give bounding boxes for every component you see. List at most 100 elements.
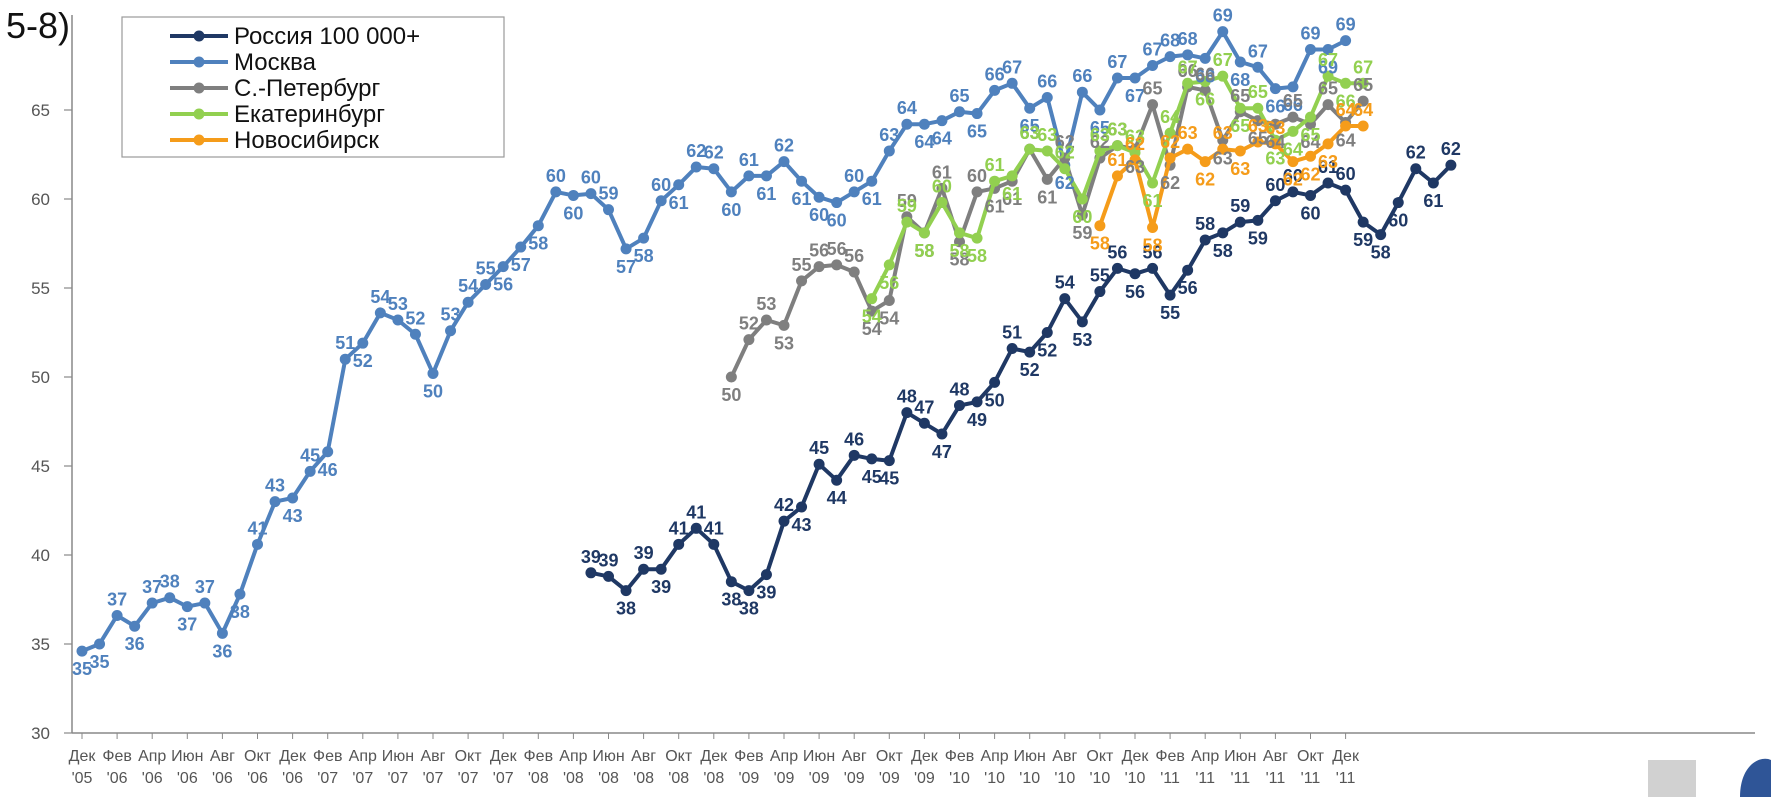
legend-item: Россия 100 000+ — [170, 23, 420, 50]
data-label: 59 — [598, 184, 618, 204]
data-point — [796, 501, 808, 513]
data-point — [708, 163, 720, 175]
data-label: 65 — [1300, 125, 1320, 145]
data-point — [655, 563, 667, 575]
legend: Россия 100 000+МоскваС.-ПетербургЕкатери… — [121, 16, 505, 158]
data-label: 67 — [1318, 50, 1338, 70]
x-tick-year: '11 — [1230, 770, 1250, 787]
data-label: 45 — [879, 469, 899, 489]
data-label: 39 — [634, 543, 654, 563]
legend-label: Екатеринбург — [234, 101, 385, 128]
legend-item: С.-Петербург — [170, 75, 381, 102]
data-label: 67 — [1125, 86, 1145, 106]
data-label: 62 — [774, 136, 794, 156]
data-label: 65 — [1248, 82, 1268, 102]
data-point — [1199, 84, 1211, 96]
data-point — [936, 182, 948, 194]
data-point — [760, 314, 772, 326]
data-point — [760, 170, 772, 182]
data-point — [1094, 104, 1106, 116]
data-label: 62 — [1195, 170, 1215, 190]
data-point — [1059, 163, 1071, 175]
x-tick-month: Окт — [1297, 748, 1325, 765]
data-point — [1305, 150, 1316, 162]
data-point — [1234, 145, 1246, 157]
data-label: 64 — [1300, 132, 1320, 152]
x-tick-year: '08 — [563, 770, 584, 787]
data-label: 37 — [107, 590, 127, 610]
data-label: 43 — [283, 506, 303, 526]
series-2 — [725, 81, 1369, 383]
data-point — [1340, 184, 1352, 196]
data-point — [883, 145, 895, 157]
data-label: 59 — [1230, 196, 1250, 216]
x-tick-month: Дек — [700, 748, 728, 765]
legend-marker — [193, 134, 205, 146]
data-point — [1182, 49, 1194, 61]
data-label: 55 — [1090, 266, 1110, 286]
data-point — [971, 396, 983, 408]
x-tick-month: Июн — [803, 748, 835, 765]
data-label: 54 — [879, 308, 899, 328]
data-point — [1111, 262, 1123, 274]
x-tick-month: Авг — [1052, 748, 1077, 765]
legend-label: С.-Петербург — [234, 75, 381, 102]
data-point — [1024, 102, 1036, 114]
data-point — [1217, 70, 1229, 82]
data-point — [1059, 152, 1071, 164]
data-label: 66 — [1178, 61, 1198, 81]
data-point — [1059, 293, 1071, 305]
data-point — [1217, 134, 1229, 146]
series-3 — [866, 70, 1369, 305]
data-point — [1041, 92, 1053, 104]
data-label: 61 — [1318, 157, 1338, 177]
y-tick-label: 65 — [31, 101, 50, 120]
data-point — [1427, 177, 1439, 189]
x-tick-month: Дек — [911, 748, 939, 765]
data-point — [883, 455, 895, 467]
data-label: 63 — [1125, 127, 1145, 147]
data-point — [971, 186, 983, 198]
x-tick-month: Апр — [138, 748, 166, 765]
data-point — [1252, 102, 1264, 114]
legend-item: Новосибирск — [170, 127, 379, 154]
data-point — [304, 465, 316, 477]
data-label: 69 — [1318, 57, 1338, 77]
data-label: 52 — [1037, 341, 1057, 361]
data-point — [1322, 43, 1334, 55]
data-point — [1234, 56, 1246, 68]
data-label: 66 — [1195, 90, 1215, 110]
data-label: 63 — [879, 125, 899, 145]
x-tick-year: '08 — [668, 770, 689, 787]
data-label: 55 — [476, 258, 496, 278]
data-point — [1287, 186, 1299, 198]
data-point — [1147, 221, 1159, 233]
data-point — [1252, 214, 1264, 226]
data-label: 59 — [1353, 230, 1373, 250]
x-tick-month: Июн — [592, 748, 624, 765]
data-label: 52 — [1020, 360, 1040, 380]
data-point — [480, 278, 492, 290]
x-tick-month: Авг — [210, 748, 235, 765]
data-label: 58 — [949, 241, 969, 261]
data-label: 64 — [932, 129, 952, 149]
data-point — [427, 367, 439, 379]
data-label: 38 — [230, 602, 250, 622]
data-point — [1076, 316, 1088, 328]
x-tick-year: '08 — [598, 770, 619, 787]
data-label: 60 — [1336, 164, 1356, 184]
data-label: 42 — [774, 495, 794, 515]
series-line — [1098, 124, 1364, 230]
data-label: 65 — [949, 86, 969, 106]
data-point — [708, 538, 720, 550]
data-label: 57 — [616, 257, 636, 277]
data-point — [778, 156, 790, 168]
legend-label: Новосибирск — [234, 127, 379, 154]
data-label: 54 — [1055, 273, 1075, 293]
data-point — [1076, 209, 1088, 221]
data-point — [1147, 60, 1159, 71]
data-point — [796, 175, 808, 187]
data-label: 61 — [985, 155, 1005, 175]
data-label: 41 — [686, 502, 706, 522]
